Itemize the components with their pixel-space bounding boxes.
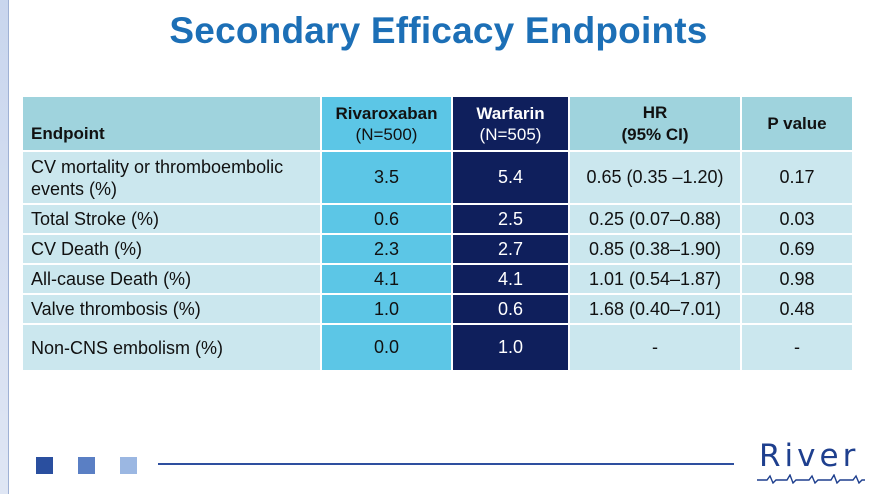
efficacy-table: Endpoint Rivaroxaban (N=500) Warfarin (N… xyxy=(23,97,854,372)
row-rivaroxaban-value: 0.6 xyxy=(322,205,453,235)
footer-square xyxy=(120,457,137,474)
row-p-value: 0.98 xyxy=(742,265,854,295)
row-endpoint: CV Death (%) xyxy=(23,235,322,265)
row-rivaroxaban-value: 0.0 xyxy=(322,325,453,372)
row-warfarin-value: 4.1 xyxy=(453,265,570,295)
row-p-value: - xyxy=(742,325,854,372)
header-rivaroxaban: Rivaroxaban (N=500) xyxy=(322,97,453,152)
row-rivaroxaban-value: 2.3 xyxy=(322,235,453,265)
row-warfarin-value: 2.7 xyxy=(453,235,570,265)
footer-square xyxy=(36,457,53,474)
table-row: Valve thrombosis (%) 1.0 0.6 1.68 (0.40–… xyxy=(23,295,854,325)
ecg-line-icon xyxy=(757,474,865,484)
river-logo: River xyxy=(757,438,867,486)
table-row: Non-CNS embolism (%) 0.0 1.0 - - xyxy=(23,325,854,372)
table-row: CV Death (%) 2.3 2.7 0.85 (0.38–1.90) 0.… xyxy=(23,235,854,265)
row-endpoint: All-cause Death (%) xyxy=(23,265,322,295)
row-warfarin-value: 1.0 xyxy=(453,325,570,372)
header-warfarin-n: (N=505) xyxy=(479,124,542,144)
row-p-value: 0.69 xyxy=(742,235,854,265)
row-warfarin-value: 2.5 xyxy=(453,205,570,235)
row-endpoint: CV mortality or thromboembolic events (%… xyxy=(23,152,322,205)
table-header-row: Endpoint Rivaroxaban (N=500) Warfarin (N… xyxy=(23,97,854,152)
row-hr-value: 0.25 (0.07–0.88) xyxy=(570,205,742,235)
row-endpoint: Valve thrombosis (%) xyxy=(23,295,322,325)
header-rivaroxaban-label: Rivaroxaban xyxy=(335,103,438,123)
row-endpoint-line1: CV mortality or thromboembolic xyxy=(31,156,284,177)
row-warfarin-value: 5.4 xyxy=(453,152,570,205)
row-endpoint: Total Stroke (%) xyxy=(23,205,322,235)
header-hr-label: HR xyxy=(642,102,668,122)
row-hr-value: - xyxy=(570,325,742,372)
table-row: CV mortality or thromboembolic events (%… xyxy=(23,152,854,205)
left-decorative-band xyxy=(0,0,9,494)
table-row: Total Stroke (%) 0.6 2.5 0.25 (0.07–0.88… xyxy=(23,205,854,235)
table-row: All-cause Death (%) 4.1 4.1 1.01 (0.54–1… xyxy=(23,265,854,295)
logo-text: River xyxy=(759,438,860,474)
header-hr: HR (95% CI) xyxy=(570,97,742,152)
row-p-value: 0.17 xyxy=(742,152,854,205)
header-rivaroxaban-n: (N=500) xyxy=(355,124,418,144)
row-rivaroxaban-value: 3.5 xyxy=(322,152,453,205)
row-rivaroxaban-value: 4.1 xyxy=(322,265,453,295)
slide-title: Secondary Efficacy Endpoints xyxy=(169,10,708,51)
row-rivaroxaban-value: 1.0 xyxy=(322,295,453,325)
header-p-value: P value xyxy=(742,97,854,152)
row-endpoint-line2: events (%) xyxy=(31,178,118,199)
row-p-value: 0.03 xyxy=(742,205,854,235)
row-hr-value: 0.65 (0.35 –1.20) xyxy=(570,152,742,205)
row-warfarin-value: 0.6 xyxy=(453,295,570,325)
row-p-value: 0.48 xyxy=(742,295,854,325)
header-warfarin-label: Warfarin xyxy=(476,103,545,123)
footer-square xyxy=(78,457,95,474)
header-endpoint: Endpoint xyxy=(23,97,322,152)
footer-divider xyxy=(158,463,734,465)
row-hr-value: 0.85 (0.38–1.90) xyxy=(570,235,742,265)
header-warfarin: Warfarin (N=505) xyxy=(453,97,570,152)
row-hr-value: 1.68 (0.40–7.01) xyxy=(570,295,742,325)
header-hr-ci: (95% CI) xyxy=(621,124,689,144)
row-hr-value: 1.01 (0.54–1.87) xyxy=(570,265,742,295)
row-endpoint: Non-CNS embolism (%) xyxy=(23,325,322,372)
